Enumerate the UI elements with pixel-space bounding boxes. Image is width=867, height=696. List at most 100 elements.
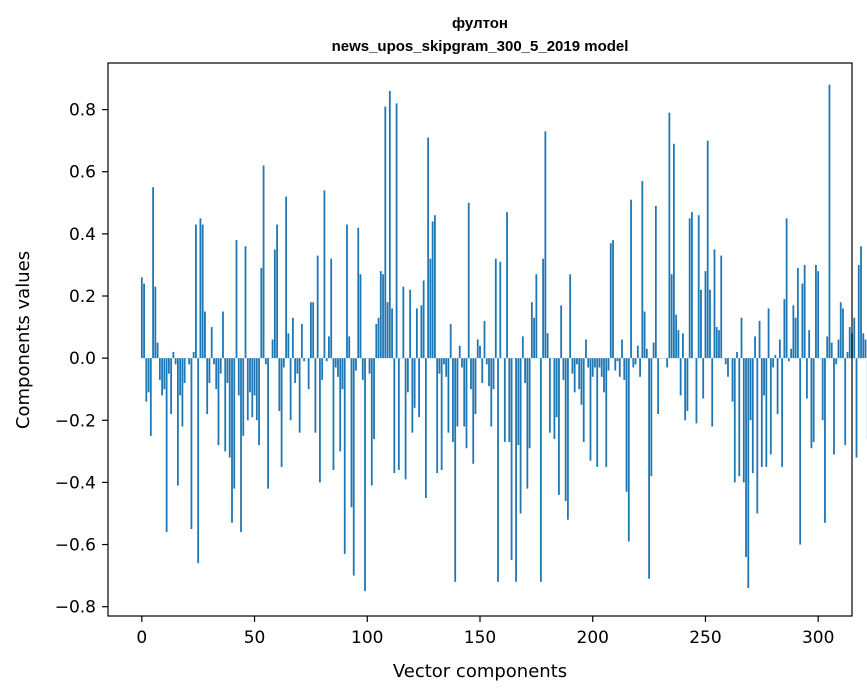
- bar: [587, 358, 590, 368]
- bar: [361, 358, 364, 380]
- bar: [158, 358, 161, 380]
- bar: [465, 358, 468, 449]
- bar: [472, 358, 475, 464]
- bar: [379, 271, 382, 359]
- bar: [278, 358, 281, 411]
- bar: [632, 358, 635, 368]
- bar: [776, 358, 779, 415]
- bar: [645, 348, 648, 359]
- bar: [677, 330, 680, 359]
- bar: [546, 333, 549, 359]
- bar: [447, 358, 450, 433]
- bar: [436, 358, 439, 474]
- bar: [634, 358, 637, 365]
- bar: [670, 274, 673, 359]
- bar: [217, 358, 220, 446]
- bar: [643, 311, 646, 359]
- bar: [492, 358, 495, 390]
- bar: [731, 358, 734, 402]
- bar: [857, 264, 860, 359]
- x-tick-label: 300: [802, 628, 834, 648]
- bar: [235, 240, 238, 359]
- bar: [228, 358, 231, 458]
- bar: [307, 358, 310, 390]
- bar: [627, 358, 630, 542]
- bar: [165, 358, 168, 533]
- bar: [289, 358, 292, 421]
- bar: [806, 358, 808, 399]
- bar: [618, 358, 621, 377]
- bar: [255, 358, 258, 421]
- bar: [824, 358, 826, 523]
- bar: [294, 358, 297, 383]
- bar: [350, 358, 353, 508]
- bar: [330, 258, 333, 359]
- bar: [452, 358, 454, 443]
- bar: [519, 358, 522, 514]
- bar: [612, 240, 614, 359]
- bar: [720, 255, 723, 359]
- bar: [756, 358, 759, 514]
- bar: [544, 131, 547, 359]
- bar: [343, 358, 346, 554]
- bar: [503, 358, 506, 443]
- x-axis-label: Vector components: [393, 661, 567, 682]
- bar: [778, 339, 781, 359]
- bar: [332, 358, 335, 470]
- bar: [528, 358, 531, 449]
- bar: [427, 137, 430, 359]
- bar: [686, 358, 689, 411]
- y-tick-label: −0.6: [55, 536, 96, 556]
- bar: [697, 215, 700, 359]
- bar: [328, 336, 330, 359]
- bar: [260, 268, 263, 359]
- x-tick-label: 150: [464, 628, 496, 648]
- bar: [621, 339, 623, 359]
- bar: [431, 221, 434, 359]
- x-tick-label: 250: [689, 628, 721, 648]
- bar: [596, 358, 599, 467]
- bar: [623, 358, 626, 380]
- bar: [348, 336, 351, 359]
- bar: [325, 358, 328, 362]
- bar: [860, 246, 862, 359]
- bar: [404, 358, 407, 480]
- bar: [672, 143, 675, 359]
- bar: [210, 327, 213, 359]
- bar: [334, 358, 337, 368]
- bar: [594, 358, 596, 368]
- bar: [479, 345, 481, 359]
- bar: [607, 358, 610, 371]
- bar: [787, 358, 790, 362]
- bar: [271, 339, 274, 359]
- bar: [154, 286, 157, 359]
- bar: [835, 358, 838, 365]
- bar: [815, 264, 817, 359]
- bar: [454, 358, 457, 582]
- bar: [280, 358, 283, 467]
- bar: [589, 358, 592, 461]
- bar: [614, 358, 617, 371]
- bar: [605, 358, 608, 467]
- bar: [251, 358, 254, 418]
- bar: [796, 268, 799, 359]
- bar: [222, 311, 224, 359]
- bar: [461, 358, 463, 368]
- bar: [415, 308, 418, 359]
- bar: [488, 358, 490, 387]
- bar: [524, 358, 526, 383]
- bar: [582, 358, 585, 443]
- x-tick-label: 200: [577, 628, 609, 648]
- bar: [388, 90, 391, 359]
- bar: [204, 311, 206, 359]
- bar: [654, 205, 657, 359]
- bar: [564, 358, 567, 502]
- bar: [287, 333, 290, 359]
- bar: [406, 358, 409, 393]
- bar: [312, 302, 315, 359]
- bar: [783, 299, 786, 359]
- bar: [316, 255, 319, 359]
- bar: [702, 358, 705, 399]
- bar: [855, 358, 858, 458]
- bar: [384, 106, 387, 359]
